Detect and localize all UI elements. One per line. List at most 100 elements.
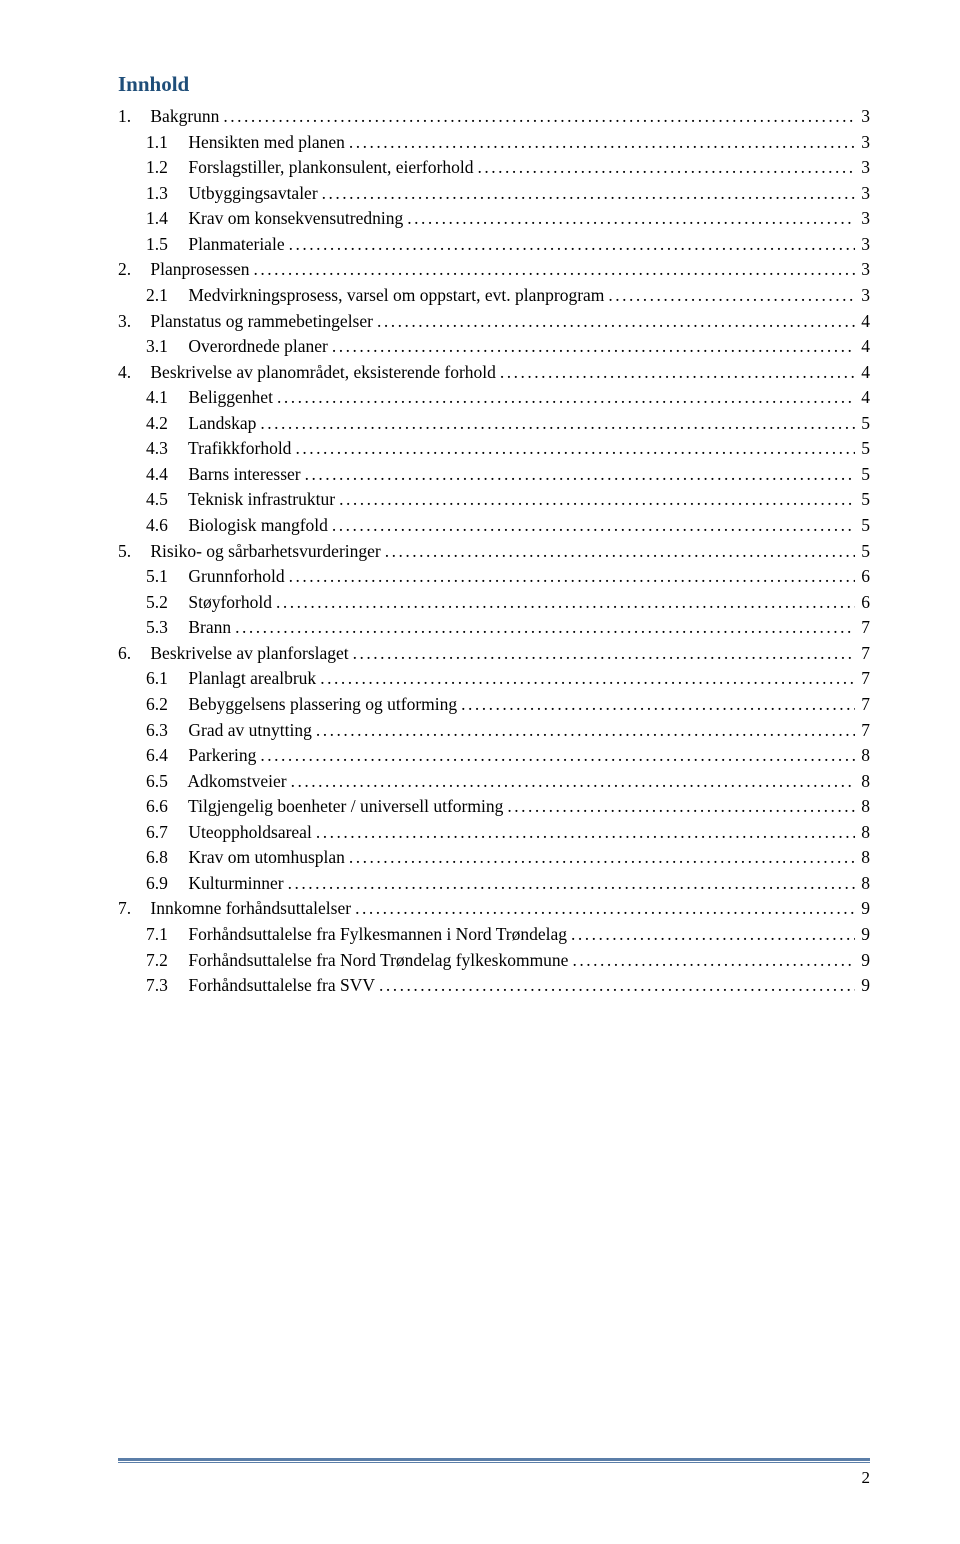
toc-row[interactable]: 6.4 Parkering8: [118, 746, 870, 764]
toc-entry-label: 4. Beskrivelse av planområdet, eksistere…: [118, 363, 500, 381]
toc-entry-text: Kulturminner: [184, 873, 284, 893]
toc-entry-label: 5. Risiko- og sårbarhetsvurderinger: [118, 542, 385, 560]
toc-entry-number: 4.5: [146, 490, 184, 508]
toc-entry-number: 6.5: [146, 772, 184, 790]
toc-row[interactable]: 5.1 Grunnforhold6: [118, 567, 870, 585]
toc-row[interactable]: 6.1 Planlagt arealbruk7: [118, 669, 870, 687]
toc-row[interactable]: 5.2 Støyforhold 6: [118, 593, 870, 611]
toc-row[interactable]: 7.1 Forhåndsuttalelse fra Fylkesmannen i…: [118, 925, 870, 943]
toc-row[interactable]: 4.6 Biologisk mangfold5: [118, 516, 870, 534]
toc-entry-page: 8: [855, 772, 870, 790]
toc-entry-text: Bebyggelsens plassering og utforming: [184, 694, 457, 714]
toc-row[interactable]: 1.5 Planmateriale3: [118, 235, 870, 253]
toc-leader-dots: [332, 516, 855, 534]
toc-leader-dots: [316, 823, 855, 841]
toc-entry-number: 4.2: [146, 414, 184, 432]
toc-entry-page: 5: [855, 465, 870, 483]
toc-entry-page: 6: [855, 567, 870, 585]
toc-row[interactable]: 6.8 Krav om utomhusplan 8: [118, 848, 870, 866]
toc-entry-text: Bakgrunn: [146, 106, 219, 126]
toc-entry-page: 9: [855, 899, 870, 917]
toc-entry-label: 6.2 Bebyggelsens plassering og utforming: [146, 695, 461, 713]
toc-entry-page: 8: [855, 874, 870, 892]
toc-entry-text: Forslagstiller, plankonsulent, eierforho…: [184, 157, 473, 177]
toc-row[interactable]: 3.1 Overordnede planer4: [118, 337, 870, 355]
toc-entry-text: Risiko- og sårbarhetsvurderinger: [146, 541, 381, 561]
toc-entry-page: 3: [855, 286, 870, 304]
toc-entry-number: 4.4: [146, 465, 184, 483]
toc-entry-page: 7: [855, 721, 870, 739]
toc-entry-text: Krav om utomhusplan: [184, 847, 345, 867]
toc-row[interactable]: 4.2 Landskap5: [118, 414, 870, 432]
toc-row[interactable]: 1.1 Hensikten med planen 3: [118, 133, 870, 151]
toc-row[interactable]: 6.9 Kulturminner 8: [118, 874, 870, 892]
toc-entry-page: 8: [855, 848, 870, 866]
toc-entry-text: Beliggenhet: [184, 387, 273, 407]
toc-row[interactable]: 4.1 Beliggenhet4: [118, 388, 870, 406]
toc-row[interactable]: 4.5 Teknisk infrastruktur5: [118, 490, 870, 508]
toc-entry-page: 3: [855, 209, 870, 227]
toc-entry-text: Forhåndsuttalelse fra SVV: [184, 975, 375, 995]
toc-row[interactable]: 1.3 Utbyggingsavtaler3: [118, 184, 870, 202]
toc-entry-label: 7.1 Forhåndsuttalelse fra Fylkesmannen i…: [146, 925, 571, 943]
toc-entry-label: 5.2 Støyforhold: [146, 593, 276, 611]
toc-entry-number: 1.4: [146, 209, 184, 227]
toc-row[interactable]: 6. Beskrivelse av planforslaget7: [118, 644, 870, 662]
toc-entry-label: 3. Planstatus og rammebetingelser: [118, 312, 377, 330]
toc-row[interactable]: 1. Bakgrunn3: [118, 107, 870, 125]
toc-row[interactable]: 6.3 Grad av utnytting7: [118, 721, 870, 739]
toc-leader-dots: [461, 695, 855, 713]
toc-row[interactable]: 7.3 Forhåndsuttalelse fra SVV9: [118, 976, 870, 994]
toc-entry-text: Barns interesser: [184, 464, 301, 484]
toc-leader-dots: [355, 899, 855, 917]
toc-entry-text: Forhåndsuttalelse fra Nord Trøndelag fyl…: [184, 950, 568, 970]
toc-entry-number: 1.3: [146, 184, 184, 202]
toc-row[interactable]: 5. Risiko- og sårbarhetsvurderinger5: [118, 542, 870, 560]
toc-entry-text: Biologisk mangfold: [184, 515, 328, 535]
toc-row[interactable]: 6.5 Adkomstveier8: [118, 772, 870, 790]
toc-entry-label: 1.1 Hensikten med planen: [146, 133, 349, 151]
toc-row[interactable]: 4.4 Barns interesser 5: [118, 465, 870, 483]
toc-entry-page: 9: [855, 976, 870, 994]
toc-entry-text: Beskrivelse av planforslaget: [146, 643, 349, 663]
toc-entry-text: Krav om konsekvensutredning: [184, 208, 403, 228]
toc-entry-label: 6.1 Planlagt arealbruk: [146, 669, 320, 687]
toc-leader-dots: [260, 414, 855, 432]
toc-entry-label: 7.2 Forhåndsuttalelse fra Nord Trøndelag…: [146, 951, 572, 969]
toc-leader-dots: [332, 337, 855, 355]
toc-entry-page: 7: [855, 618, 870, 636]
toc-entry-label: 6.9 Kulturminner: [146, 874, 288, 892]
toc-entry-page: 9: [855, 951, 870, 969]
toc-entry-number: 6.8: [146, 848, 184, 866]
toc-row[interactable]: 3. Planstatus og rammebetingelser4: [118, 312, 870, 330]
toc-leader-dots: [223, 107, 855, 125]
toc-leader-dots: [316, 721, 855, 739]
toc-row[interactable]: 7.2 Forhåndsuttalelse fra Nord Trøndelag…: [118, 951, 870, 969]
toc-entry-page: 5: [855, 516, 870, 534]
toc-row[interactable]: 6.6 Tilgjengelig boenheter / universell …: [118, 797, 870, 815]
toc-entry-label: 1. Bakgrunn: [118, 107, 223, 125]
toc-entry-number: 3.: [118, 312, 146, 330]
toc-row[interactable]: 1.2 Forslagstiller, plankonsulent, eierf…: [118, 158, 870, 176]
toc-row[interactable]: 2. Planprosessen3: [118, 260, 870, 278]
toc-entry-page: 6: [855, 593, 870, 611]
toc-entry-page: 3: [855, 133, 870, 151]
toc-entry-label: 1.5 Planmateriale: [146, 235, 289, 253]
toc-leader-dots: [277, 388, 855, 406]
toc-row[interactable]: 5.3 Brann7: [118, 618, 870, 636]
toc-row[interactable]: 6.2 Bebyggelsens plassering og utforming…: [118, 695, 870, 713]
toc-entry-page: 4: [855, 363, 870, 381]
toc-list: 1. Bakgrunn31.1 Hensikten med planen31.2…: [118, 107, 870, 995]
toc-entry-text: Tilgjengelig boenheter / universell utfo…: [184, 796, 503, 816]
toc-row[interactable]: 1.4 Krav om konsekvensutredning 3: [118, 209, 870, 227]
toc-row[interactable]: 6.7 Uteoppholdsareal8: [118, 823, 870, 841]
toc-entry-page: 5: [855, 439, 870, 457]
toc-entry-label: 6.4 Parkering: [146, 746, 260, 764]
toc-row[interactable]: 4.3 Trafikkforhold5: [118, 439, 870, 457]
toc-row[interactable]: 4. Beskrivelse av planområdet, eksistere…: [118, 363, 870, 381]
toc-entry-text: Medvirkningsprosess, varsel om oppstart,…: [184, 285, 604, 305]
toc-entry-text: Utbyggingsavtaler: [184, 183, 318, 203]
toc-row[interactable]: 7. Innkomne forhåndsuttalelser9: [118, 899, 870, 917]
toc-row[interactable]: 2.1 Medvirkningsprosess, varsel om oppst…: [118, 286, 870, 304]
toc-entry-label: 3.1 Overordnede planer: [146, 337, 332, 355]
